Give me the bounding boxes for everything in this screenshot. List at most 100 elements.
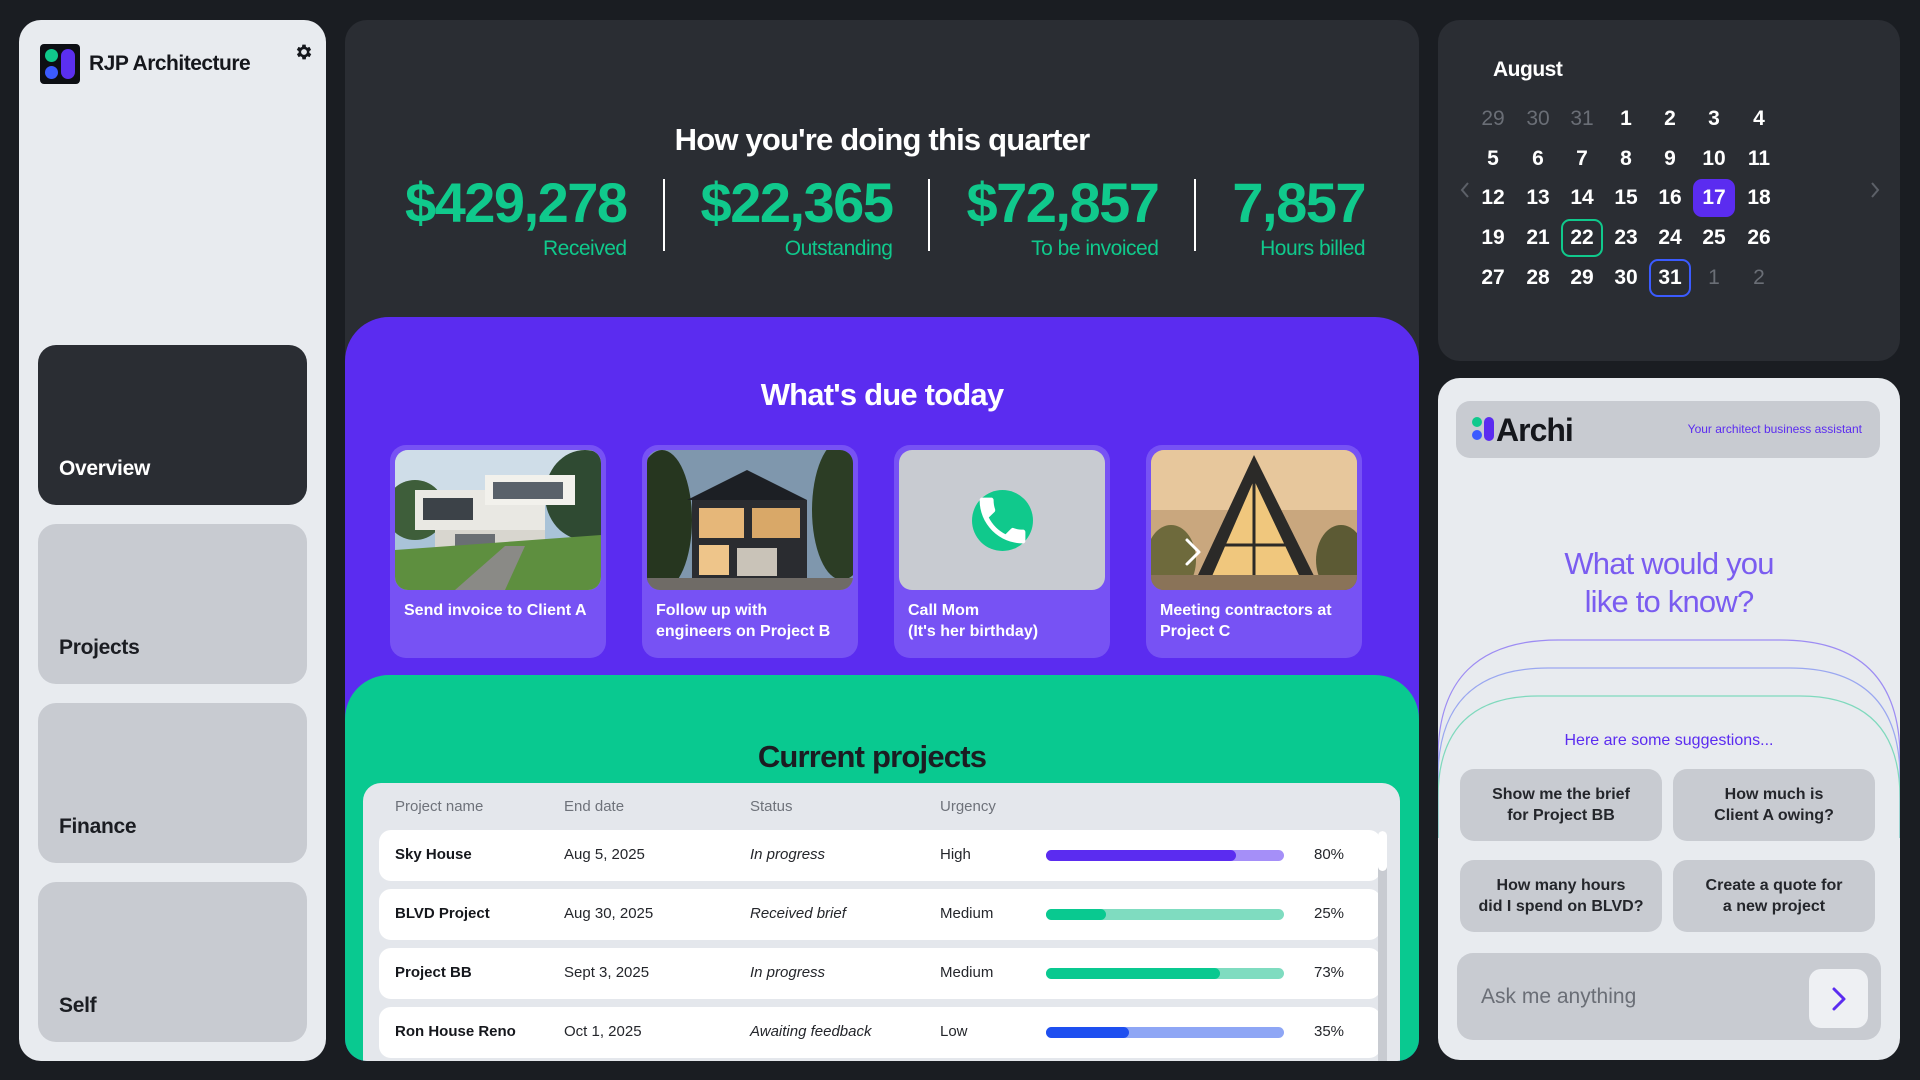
calendar-day[interactable]: 21 <box>1526 226 1550 249</box>
task-card-follow-up-engineers[interactable]: Follow up with engineers on Project B <box>642 445 858 658</box>
gear-icon[interactable] <box>294 42 314 68</box>
quarter-stats: $429,278 Received $22,365 Outstanding $7… <box>405 171 1366 261</box>
current-projects-section: Current projects Project name End date S… <box>345 675 1419 1061</box>
calendar-day[interactable]: 23 <box>1614 226 1638 249</box>
calendar-day[interactable]: 26 <box>1747 226 1771 249</box>
suggestions-label: Here are some suggestions... <box>1564 732 1774 749</box>
stat-value: $429,278 <box>405 171 628 234</box>
calendar-day[interactable]: 24 <box>1658 226 1682 249</box>
sidebar-item-label: Self <box>59 994 97 1017</box>
progress-fill <box>1046 909 1106 920</box>
calendar-day[interactable]: 13 <box>1526 186 1550 209</box>
table-row[interactable]: Ron House Reno Oct 1, 2025 Awaiting feed… <box>379 1007 1381 1058</box>
calendar-day[interactable]: 11 <box>1747 147 1771 170</box>
chevron-right-icon <box>1832 987 1845 1010</box>
calendar-day[interactable]: 15 <box>1614 186 1638 209</box>
calendar: August 29 30 31 1 2 3 4 5 6 7 8 9 10 11 12 13 14 15 16 17 18… <box>1438 20 1900 361</box>
current-projects-title: Current projects <box>757 739 987 774</box>
call-thumb <box>899 450 1105 590</box>
calendar-day[interactable]: 9 <box>1664 147 1676 170</box>
chevron-right-icon[interactable] <box>1177 532 1207 572</box>
projects-table: Project name End date Status Urgency Sky… <box>363 783 1400 1061</box>
task-card-meeting-contractors[interactable]: Meeting contractors at Project C <box>1146 445 1362 658</box>
assistant-name: Archi <box>1496 412 1574 448</box>
progress-percent: 25% <box>1314 905 1345 922</box>
sidebar-item-overview[interactable]: Overview <box>38 345 307 505</box>
send-button[interactable] <box>1809 969 1868 1028</box>
calendar-day[interactable]: 6 <box>1532 147 1544 170</box>
glass-house-photo <box>1151 450 1357 590</box>
calendar-day[interactable]: 29 <box>1481 107 1505 130</box>
task-caption: Send invoice to Client A <box>404 602 587 619</box>
project-status: Received brief <box>750 905 846 922</box>
calendar-day[interactable]: 18 <box>1747 186 1771 209</box>
table-row[interactable]: Project BB Sept 3, 2025 In progress Medi… <box>379 948 1381 999</box>
stat-divider <box>928 179 931 251</box>
calendar-day[interactable]: 3 <box>1708 107 1720 130</box>
suggestion-chip[interactable]: Create a quote for a new project <box>1673 860 1875 932</box>
end-date: Oct 1, 2025 <box>564 1023 642 1040</box>
task-caption: Follow up with engineers on Project B <box>656 602 831 640</box>
calendar-day[interactable]: 8 <box>1620 147 1632 170</box>
sidebar-item-label: Projects <box>59 636 140 659</box>
sidebar-item-projects[interactable]: Projects <box>38 524 307 684</box>
progress-percent: 80% <box>1314 846 1345 863</box>
calendar-day[interactable]: 30 <box>1614 266 1638 289</box>
table-row[interactable]: Sky House Aug 5, 2025 In progress High 8… <box>379 830 1381 881</box>
calendar-day[interactable]: 16 <box>1658 186 1682 209</box>
calendar-day[interactable]: 4 <box>1753 107 1765 130</box>
calendar-day[interactable]: 1 <box>1708 266 1720 289</box>
stat-divider <box>1194 179 1197 251</box>
calendar-day[interactable]: 14 <box>1570 186 1594 209</box>
calendar-day[interactable]: 10 <box>1702 147 1726 170</box>
calendar-day[interactable]: 31 <box>1570 107 1594 130</box>
task-card-send-invoice[interactable]: Send invoice to Client A <box>390 445 606 658</box>
calendar-day[interactable]: 29 <box>1570 266 1594 289</box>
chevron-right-icon[interactable] <box>1868 180 1882 206</box>
calendar-day[interactable]: 12 <box>1481 186 1505 209</box>
suggestion-chip[interactable]: How much is Client A owing? <box>1673 769 1875 841</box>
calendar-day[interactable]: 31 <box>1649 259 1691 297</box>
project-status: Awaiting feedback <box>750 1023 872 1040</box>
calendar-day[interactable]: 17 <box>1693 179 1735 217</box>
end-date: Aug 5, 2025 <box>564 846 645 863</box>
brand: RJP Architecture <box>40 44 251 84</box>
phone-icon <box>971 489 1033 551</box>
calendar-day[interactable]: 7 <box>1576 147 1588 170</box>
calendar-day[interactable]: 2 <box>1753 266 1765 289</box>
calendar-day[interactable]: 28 <box>1526 266 1550 289</box>
due-today-title: What's due today <box>760 377 1004 412</box>
calendar-day[interactable]: 25 <box>1702 226 1726 249</box>
task-card-call-mom[interactable]: Call Mom (It's her birthday) <box>894 445 1110 658</box>
sidebar-item-self[interactable]: Self <box>38 882 307 1042</box>
progress-fill <box>1046 1027 1130 1038</box>
calendar-day[interactable]: 2 <box>1664 107 1676 130</box>
stat-value: $22,365 <box>700 171 894 234</box>
stat-to-be-invoiced: $72,857 To be invoiced <box>966 175 1159 261</box>
progress-bar <box>1046 968 1284 979</box>
decorative-arcs <box>1438 639 1900 838</box>
scrollbar-thumb[interactable] <box>1378 831 1387 871</box>
column-header: Urgency <box>940 798 996 815</box>
calendar-day[interactable]: 19 <box>1481 226 1505 249</box>
sidebar-item-finance[interactable]: Finance <box>38 703 307 863</box>
table-scrollbar[interactable] <box>1378 831 1387 1061</box>
end-date: Aug 30, 2025 <box>564 905 654 922</box>
suggestion-chip[interactable]: Show me the brief for Project BB <box>1460 769 1662 841</box>
table-row[interactable]: BLVD Project Aug 30, 2025 Received brief… <box>379 889 1381 940</box>
project-name: Project BB <box>395 964 472 981</box>
calendar-day[interactable]: 22 <box>1561 219 1603 257</box>
sidebar-item-label: Finance <box>59 815 137 838</box>
stat-divider <box>662 179 665 251</box>
calendar-day[interactable]: 30 <box>1526 107 1550 130</box>
suggestion-chip[interactable]: How many hours did I spend on BLVD? <box>1460 860 1662 932</box>
project-status: In progress <box>750 964 826 981</box>
assistant-header: Archi Your architect business assistant <box>1456 401 1880 458</box>
calendar-day[interactable]: 5 <box>1487 147 1499 170</box>
chevron-left-icon[interactable] <box>1458 180 1472 206</box>
project-status: In progress <box>750 846 826 863</box>
assistant-logo <box>1472 417 1494 441</box>
calendar-day[interactable]: 1 <box>1620 107 1632 130</box>
ask-input[interactable] <box>1481 977 1781 1017</box>
calendar-day[interactable]: 27 <box>1481 266 1505 289</box>
